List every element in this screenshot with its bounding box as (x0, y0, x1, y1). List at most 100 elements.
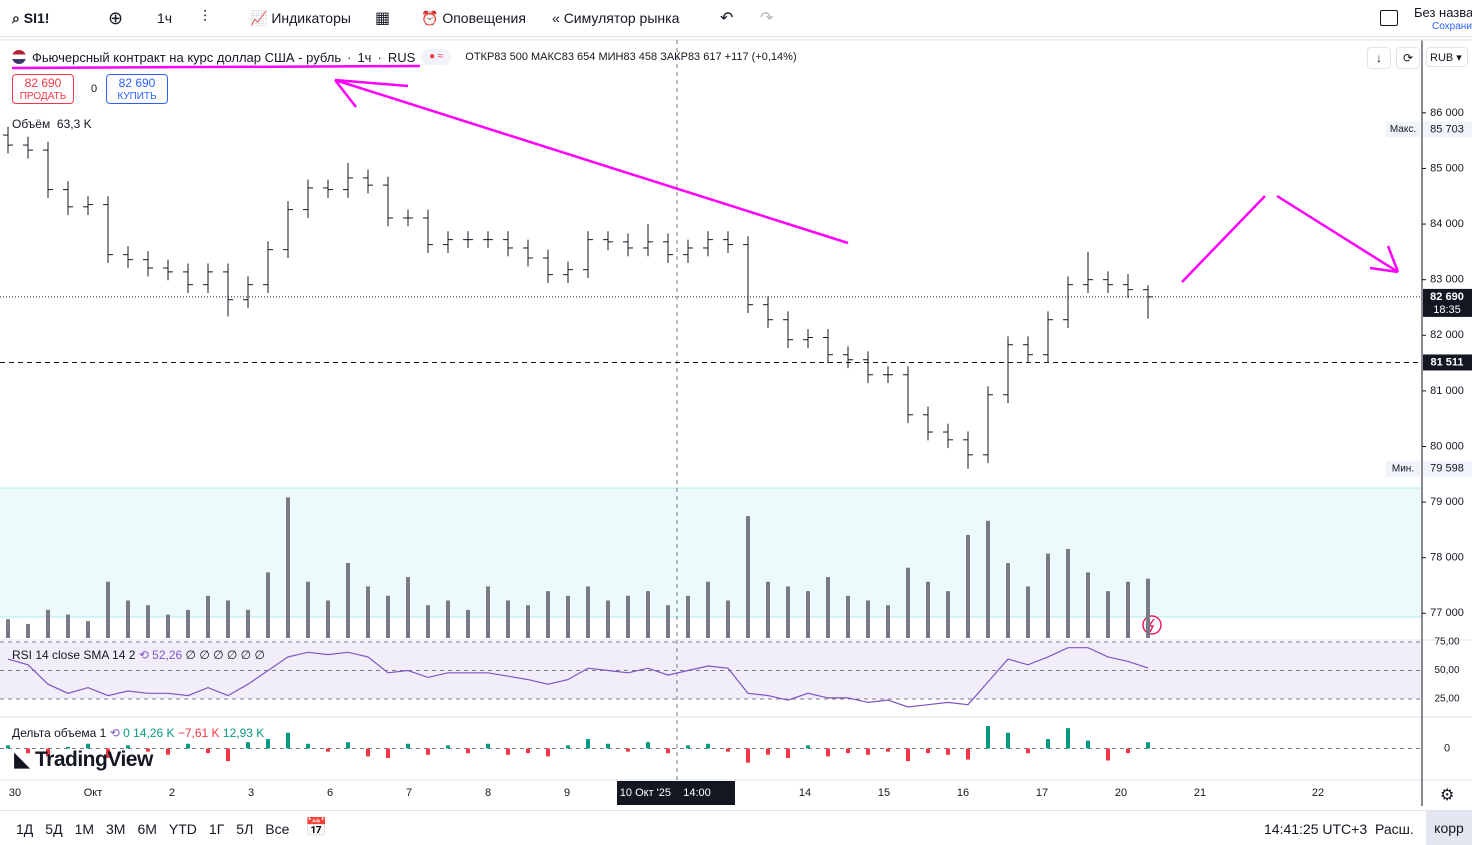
bar (946, 591, 950, 638)
bar (26, 748, 30, 754)
bar (926, 748, 930, 754)
fullscreen-button[interactable]: ⟳ (1396, 47, 1420, 69)
range-button[interactable]: 1Д (16, 821, 34, 837)
bar (6, 619, 10, 638)
alert-icon[interactable] (1142, 615, 1162, 635)
bar (6, 745, 10, 749)
range-button[interactable]: YTD (168, 821, 197, 837)
bar (646, 591, 650, 638)
market-status[interactable]: ● ≈ (421, 49, 452, 65)
symbol-search[interactable]: ⌕ SI1! (12, 9, 50, 27)
range-button[interactable]: 5Д (45, 821, 63, 837)
rsi-line (7, 647, 1149, 708)
main-legend: Фьючерсный контракт на курс доллар США -… (12, 49, 797, 65)
bar (866, 748, 870, 755)
bar (566, 595, 570, 638)
add-symbol[interactable]: ⊕ (108, 7, 124, 28)
goto-date[interactable]: 📅 (305, 817, 328, 837)
bar (806, 745, 810, 749)
price-marker-name-bg (1386, 460, 1420, 477)
bar (226, 748, 230, 762)
rsi-value: 52,26 (152, 648, 183, 662)
buy-label: КУПИТЬ (117, 91, 157, 102)
bar (466, 609, 470, 638)
bar (826, 577, 830, 638)
sell-button[interactable]: 82 690 ПРОДАТЬ (12, 74, 74, 104)
layout-name[interactable]: Без назва (1414, 5, 1472, 20)
bar (926, 581, 930, 638)
annotation-line (1181, 195, 1266, 283)
bar (346, 742, 350, 749)
volume-title: Объём (12, 117, 51, 131)
bar (106, 581, 110, 638)
y-tick-label: 81 000 (1430, 385, 1464, 397)
interval-button[interactable]: 1ч (157, 10, 173, 26)
bar (546, 748, 550, 757)
logo-text: TradingView (34, 748, 153, 771)
annotation-arrow (1276, 194, 1400, 274)
price-marker-label: 81 511 (1430, 356, 1463, 368)
indicators-button[interactable]: 📈 Индикаторы (250, 9, 351, 27)
bar (306, 581, 310, 638)
rsi-legend: RSI 14 close SMA 14 2 ⟲ 52,26 ∅ ∅ ∅ ∅ ∅ … (12, 648, 265, 662)
bar (186, 609, 190, 638)
annotations (11, 64, 1400, 283)
x-tick-label: 7 (406, 787, 412, 799)
open-label: ОТКР (465, 51, 495, 63)
alerts-button[interactable]: ⏰ Оповещения (421, 9, 526, 27)
bar (246, 742, 250, 749)
bar (806, 591, 810, 638)
x-tick-label: 17 (1036, 787, 1048, 799)
currency-button[interactable]: RUB ▾ (1426, 47, 1468, 67)
bar (986, 726, 990, 749)
bar (246, 609, 250, 638)
range-buttons: 1Д 5Д 1М 3М 6М YTD 1Г 5Л Все (16, 821, 289, 837)
settings-icon[interactable]: ⚙ (1440, 787, 1455, 804)
bar (586, 739, 590, 749)
logo[interactable]: ◣ TradingView (14, 748, 153, 771)
scroll-button[interactable]: ↓ (1367, 47, 1391, 69)
clock[interactable]: 14:41:25 UTC+3 (1264, 821, 1368, 837)
undo[interactable]: ↶ (720, 10, 734, 27)
replay-button[interactable]: « Симулятор рынка (552, 10, 680, 26)
bar (1006, 563, 1010, 638)
range-button[interactable]: 6М (137, 821, 157, 837)
bar (886, 748, 890, 752)
range-button[interactable]: 5Л (236, 821, 254, 837)
bar (706, 743, 710, 749)
price-marker-label: 82 690 (1430, 291, 1464, 303)
alerts-label: Оповещения (442, 10, 526, 26)
redo[interactable]: ↷ (760, 10, 774, 27)
bar (266, 572, 270, 638)
crosshair-time: 14:00 (683, 787, 711, 799)
chart-type[interactable]: ⫶ (203, 9, 208, 26)
close-label: ЗАКР (660, 51, 688, 63)
bar (1086, 740, 1090, 749)
spread: 0 (91, 83, 98, 95)
bar (46, 748, 50, 757)
sell-label: ПРОДАТЬ (19, 91, 67, 102)
bar (486, 586, 490, 638)
bar (346, 563, 350, 638)
layout-icon[interactable] (1380, 10, 1398, 26)
x-tick-label: 2 (169, 787, 175, 799)
symbol-title[interactable]: Фьючерсный контракт на курс доллар США -… (32, 49, 342, 65)
bar (406, 743, 410, 749)
bar (846, 748, 850, 754)
adjustment[interactable]: корр (1426, 811, 1472, 845)
y-tick-label: 25,00 (1434, 694, 1459, 705)
buy-price: 82 690 (118, 76, 156, 90)
bar (1146, 578, 1150, 638)
templates[interactable]: ▦ (375, 10, 391, 27)
range-button[interactable]: 3М (106, 821, 126, 837)
bar (586, 586, 590, 638)
range-button[interactable]: 1Г (208, 821, 225, 837)
bar (506, 600, 510, 638)
range-button[interactable]: Все (265, 821, 290, 837)
buy-button[interactable]: 82 690 КУПИТЬ (106, 74, 168, 104)
bar (746, 516, 750, 638)
extended-hours[interactable]: Расш. (1375, 821, 1414, 837)
price-marker (1423, 354, 1472, 371)
range-button[interactable]: 1М (74, 821, 95, 837)
